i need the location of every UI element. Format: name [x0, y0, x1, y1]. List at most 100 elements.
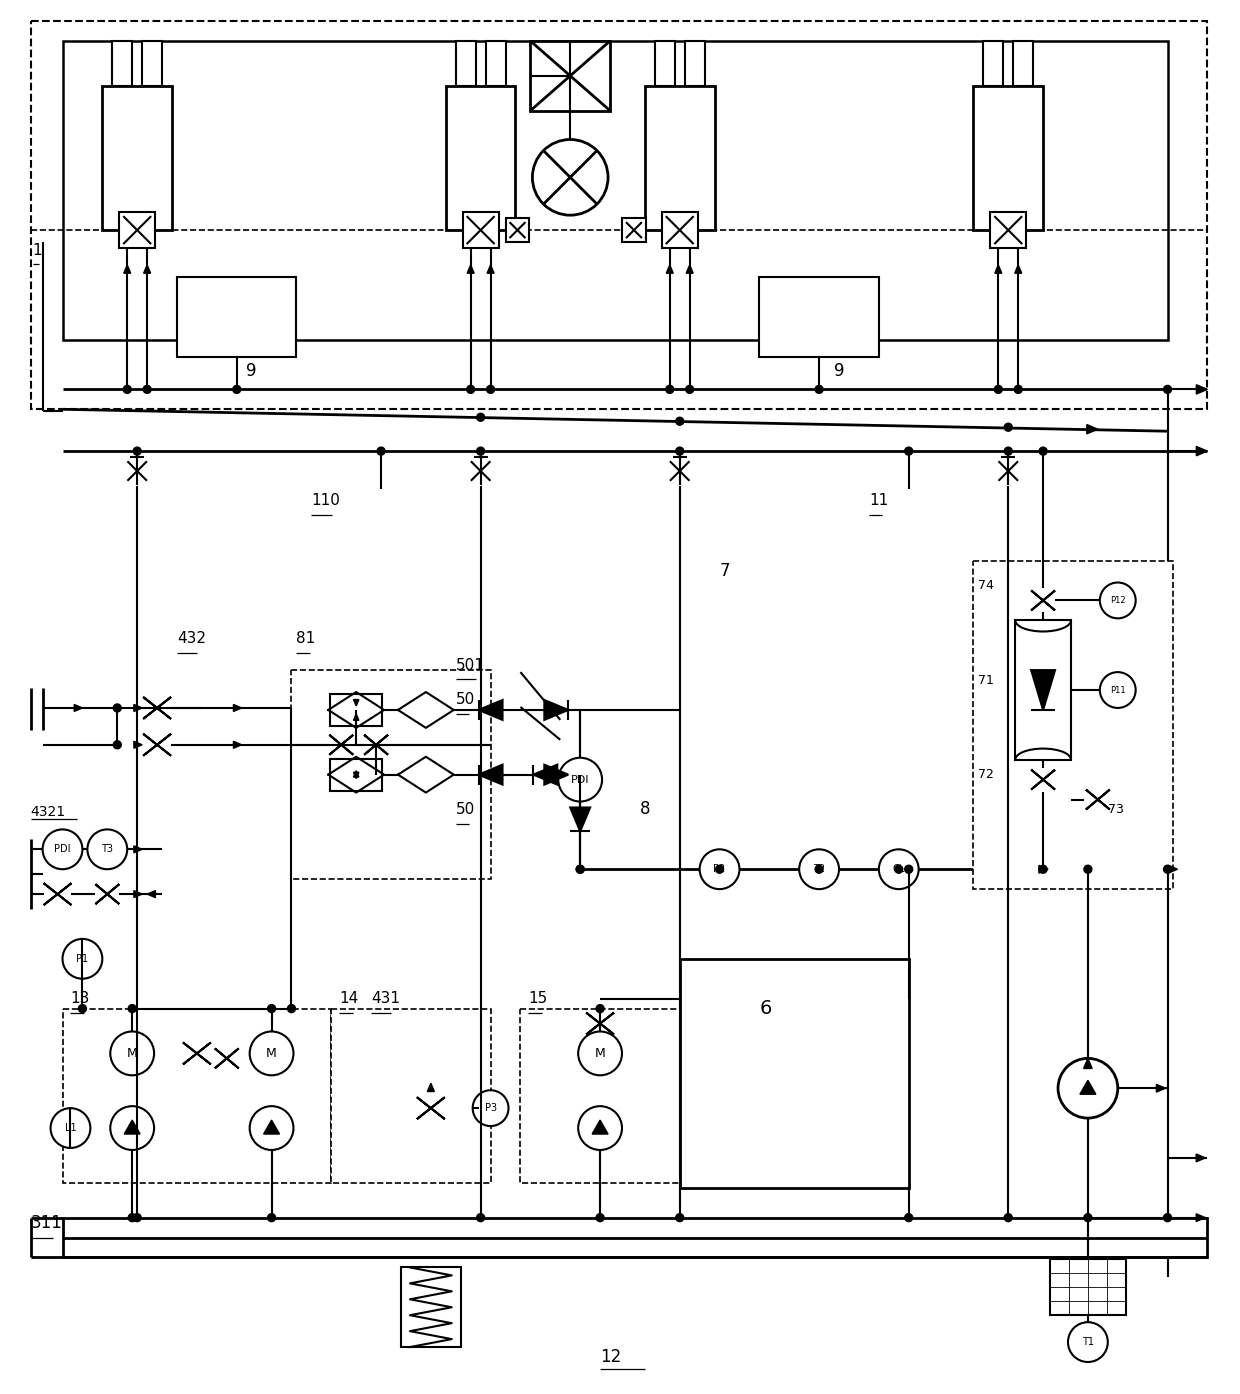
Circle shape [666, 385, 673, 393]
Circle shape [133, 447, 141, 454]
Polygon shape [1084, 1058, 1092, 1068]
Text: 311: 311 [31, 1214, 62, 1232]
Text: 71: 71 [978, 673, 994, 687]
Circle shape [1004, 1214, 1012, 1221]
Text: 50: 50 [456, 802, 475, 817]
Polygon shape [215, 1048, 239, 1068]
Circle shape [1163, 1214, 1172, 1221]
Circle shape [558, 758, 603, 802]
Text: 501: 501 [456, 658, 485, 673]
Polygon shape [1197, 446, 1208, 456]
Circle shape [123, 385, 131, 393]
Circle shape [486, 385, 495, 393]
Circle shape [578, 1032, 622, 1075]
Polygon shape [1086, 789, 1110, 810]
Circle shape [596, 1214, 604, 1221]
Circle shape [715, 866, 723, 873]
Polygon shape [1014, 265, 1022, 273]
Text: 12: 12 [600, 1348, 621, 1366]
Circle shape [268, 1005, 275, 1012]
Polygon shape [428, 1083, 434, 1092]
Circle shape [1039, 447, 1047, 454]
Circle shape [249, 1032, 294, 1075]
Circle shape [133, 1214, 141, 1221]
Polygon shape [134, 742, 143, 749]
Polygon shape [353, 700, 358, 705]
Bar [62, 1009, 331, 1184]
Polygon shape [587, 1012, 614, 1034]
Text: L1: L1 [64, 1124, 77, 1133]
Polygon shape [353, 772, 358, 779]
Polygon shape [330, 735, 353, 754]
Polygon shape [1032, 591, 1055, 611]
Polygon shape [479, 765, 502, 785]
Circle shape [476, 447, 485, 454]
Circle shape [1084, 1214, 1092, 1221]
Text: PDI: PDI [570, 775, 589, 785]
Polygon shape [215, 1048, 239, 1068]
Bar [331, 1009, 491, 1184]
Polygon shape [666, 265, 673, 273]
Text: T2: T2 [813, 864, 825, 874]
Circle shape [476, 1214, 485, 1221]
Polygon shape [233, 704, 242, 711]
Polygon shape [143, 697, 171, 719]
Bar [531, 40, 610, 110]
Bar [759, 277, 879, 357]
Text: P1: P1 [77, 953, 88, 963]
Polygon shape [1157, 1085, 1166, 1092]
Circle shape [905, 866, 913, 873]
Bar [119, 212, 155, 248]
Polygon shape [570, 807, 590, 831]
Circle shape [676, 447, 683, 454]
Circle shape [905, 1214, 913, 1221]
Bar [645, 86, 714, 230]
Circle shape [676, 417, 683, 425]
Circle shape [577, 866, 584, 873]
Text: 6: 6 [759, 999, 771, 1018]
Text: P3: P3 [485, 1103, 497, 1114]
Circle shape [1163, 385, 1172, 393]
Polygon shape [533, 765, 557, 785]
Circle shape [113, 740, 122, 749]
Text: T3: T3 [102, 845, 113, 855]
Polygon shape [1032, 769, 1055, 789]
Circle shape [895, 866, 903, 873]
Polygon shape [544, 700, 568, 719]
Polygon shape [544, 765, 568, 785]
Bar [31, 21, 1208, 410]
Bar [973, 560, 1173, 889]
Polygon shape [264, 1121, 279, 1135]
Bar [62, 40, 1168, 340]
Polygon shape [593, 1121, 608, 1135]
Text: 9: 9 [247, 361, 257, 379]
Polygon shape [74, 704, 82, 711]
Text: P11: P11 [1110, 686, 1126, 694]
Text: 13: 13 [71, 991, 89, 1006]
Bar [622, 217, 646, 243]
Polygon shape [134, 891, 143, 898]
Bar [103, 86, 172, 230]
Text: M: M [126, 1047, 138, 1059]
Polygon shape [124, 265, 130, 273]
Text: PDI: PDI [55, 845, 71, 855]
Polygon shape [148, 891, 155, 898]
Polygon shape [330, 735, 353, 754]
Circle shape [51, 1108, 91, 1149]
Text: 7: 7 [719, 562, 730, 580]
Circle shape [1100, 672, 1136, 708]
Polygon shape [1039, 866, 1048, 873]
Polygon shape [184, 1043, 211, 1065]
Circle shape [905, 447, 913, 454]
Bar [463, 212, 498, 248]
Circle shape [879, 849, 919, 889]
Circle shape [249, 1107, 294, 1150]
Circle shape [1058, 1058, 1117, 1118]
Circle shape [466, 385, 475, 393]
Polygon shape [1032, 591, 1055, 611]
Circle shape [577, 866, 584, 873]
Polygon shape [143, 733, 171, 756]
Text: 4321: 4321 [31, 806, 66, 820]
Circle shape [596, 1005, 604, 1012]
Text: 74: 74 [978, 579, 994, 592]
